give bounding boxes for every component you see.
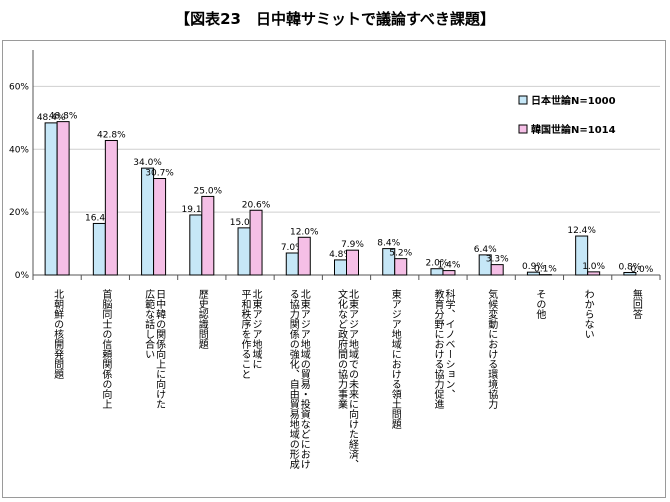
data-label: 30.7% <box>145 169 174 179</box>
category-label: 北東アジア地域に <box>250 289 262 369</box>
data-label: 0.9% <box>522 262 545 272</box>
chart-frame <box>2 40 666 498</box>
category-label: 北東アジア地域の貿易・投資などにおけ <box>298 289 310 469</box>
category-label: 科学、イノベーション、 <box>443 288 455 399</box>
category-label: 東アジア地域における領土問題 <box>389 288 401 429</box>
bar-japan <box>575 235 589 276</box>
data-label: 42.8% <box>97 130 126 140</box>
data-label: 34.0% <box>133 158 162 168</box>
legend-swatch <box>518 95 528 105</box>
bar-korea <box>104 139 118 276</box>
bar-korea <box>587 271 601 276</box>
data-label: 15.0% <box>230 218 259 228</box>
bar-japan <box>141 167 155 276</box>
category-label: 北東アジア地域での未来に向けた経済、 <box>347 289 359 469</box>
bar-japan <box>334 259 347 276</box>
category-label: 北朝鮮の核開発問題 <box>52 289 64 379</box>
category-label: る協力関係の強化、自由貿易地域の形成 <box>287 289 299 470</box>
bar-japan <box>526 271 540 276</box>
bar-korea <box>297 236 311 276</box>
category-label: 平和秩序を作ること <box>239 289 251 379</box>
legend-swatch <box>518 124 528 134</box>
bar-korea <box>346 249 359 276</box>
category-label: わからない <box>582 289 594 339</box>
category-label: その他 <box>534 289 546 320</box>
bar-japan <box>92 222 106 276</box>
data-label: 5.2% <box>389 249 412 259</box>
category-label: 無回答 <box>630 288 642 320</box>
data-label: 3.3% <box>486 255 509 265</box>
category-label: 教育分野における協力促進 <box>432 288 444 409</box>
data-label: 19.1% <box>182 205 211 215</box>
y-tick-label: 40% <box>9 145 29 155</box>
chart-title: 【図表23 日中韓サミットで議論すべき課題】 <box>175 10 495 28</box>
data-label: 25.0% <box>194 186 223 196</box>
data-label: 48.4% <box>37 113 66 123</box>
bar-korea <box>153 178 167 276</box>
bar-japan <box>44 122 58 276</box>
bar-korea <box>490 264 504 276</box>
bar-japan <box>285 252 299 276</box>
data-label: 4.8% <box>329 250 352 260</box>
bar-japan <box>623 271 637 276</box>
bar-korea <box>249 209 263 276</box>
data-label: 20.6% <box>242 200 271 210</box>
bar-korea <box>201 195 215 276</box>
category-label: 文化など政府間の協力事業 <box>336 288 348 410</box>
data-label: 0.0% <box>630 265 653 275</box>
bar-japan <box>237 227 251 276</box>
legend-label: 日本世論N=1000 <box>531 94 616 107</box>
category-label: 日中韓の関係向上に向けた <box>154 289 166 409</box>
data-label: 7.9% <box>341 240 364 250</box>
data-label: 7.0% <box>281 243 304 253</box>
data-label: 1.4% <box>438 261 461 271</box>
data-label: 8.4% <box>377 239 400 249</box>
data-label: 12.0% <box>290 227 319 237</box>
category-label: 広範な話し合い <box>143 288 155 359</box>
data-label: 6.4% <box>474 245 497 255</box>
y-tick-label: 20% <box>9 208 29 218</box>
category-label: 首脳同士の信頼関係の向上 <box>100 288 112 409</box>
y-tick-label: 0% <box>15 271 30 281</box>
category-label: 歴史認識問題 <box>196 289 208 349</box>
bar-korea <box>442 270 456 276</box>
y-tick-label: 60% <box>9 82 29 92</box>
data-label: 0.8% <box>618 262 641 272</box>
data-label: 16.4% <box>85 213 114 223</box>
category-label: 気候変動における環境協力 <box>486 288 498 410</box>
legend-label: 韓国世論N=1014 <box>531 123 616 136</box>
bar-korea <box>394 258 408 276</box>
data-label: 2.0% <box>426 259 449 269</box>
data-label: 12.4% <box>567 226 596 236</box>
bar-japan <box>189 214 203 276</box>
data-label: 0.1% <box>534 265 557 275</box>
data-label: 48.8% <box>49 112 78 122</box>
bar-korea <box>56 121 70 276</box>
data-label: 1.0% <box>582 262 605 272</box>
